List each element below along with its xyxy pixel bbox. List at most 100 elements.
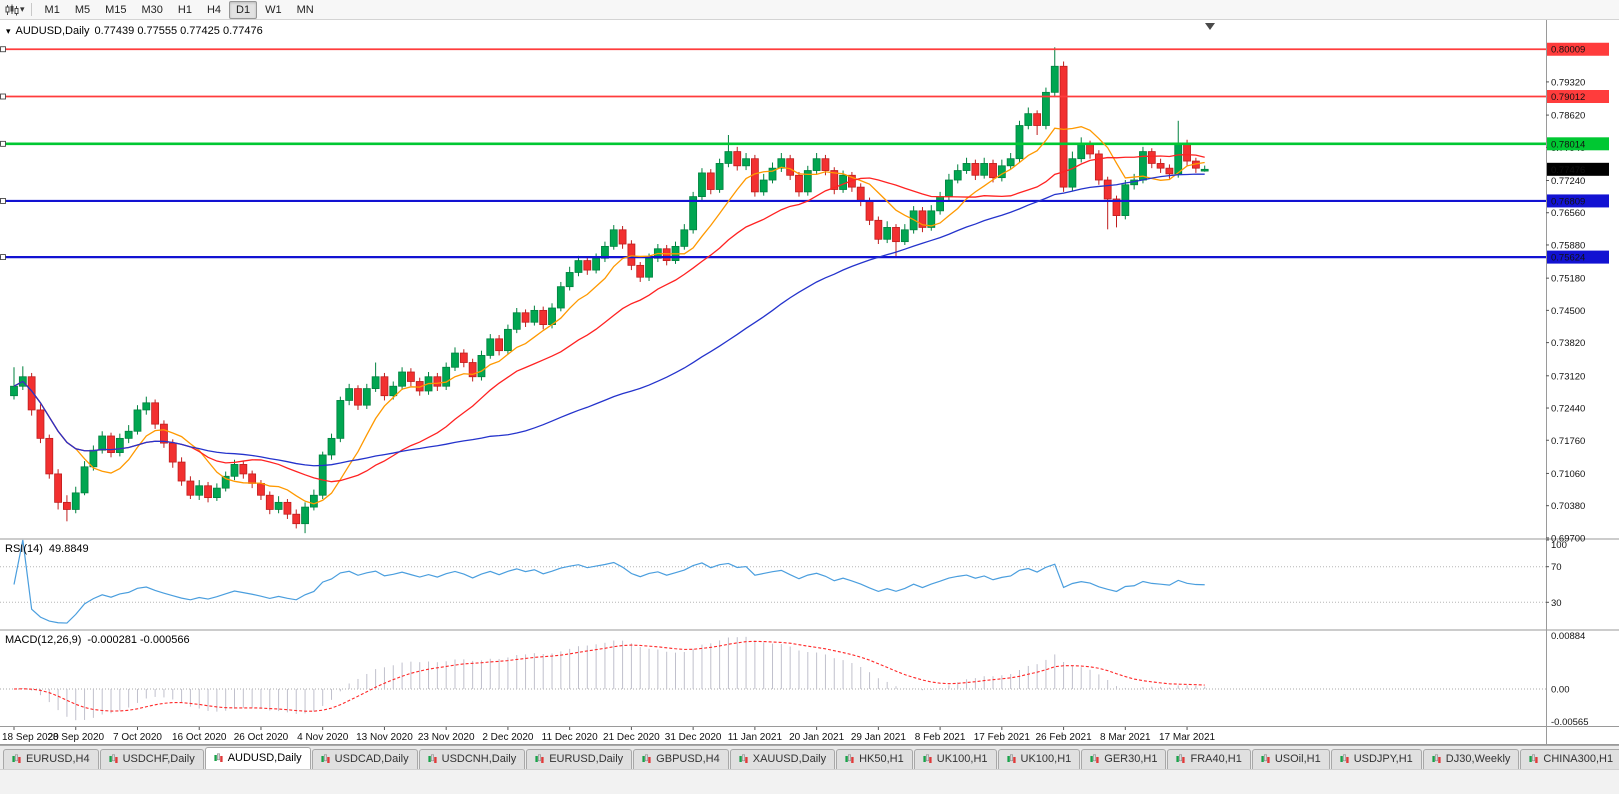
timeframe-button-mn[interactable]: MN [296,3,314,16]
candle [1139,146,1147,184]
candle [389,381,398,400]
candle [345,383,354,406]
svg-text:0.77476: 0.77476 [1551,165,1585,176]
chart-tab[interactable]: DJ30,Weekly [1422,749,1520,769]
macd-axis-label: 0.00 [1551,684,1570,695]
timeframe-button-h4[interactable]: H4 [206,3,222,16]
candlestick-chart-icon [1261,754,1270,764]
horizontal-line[interactable]: 0.79012 [0,90,1609,104]
price-axis-label: 0.72440 [1551,404,1585,415]
timeframe-button-h1[interactable]: H1 [177,3,192,16]
horizontal-line[interactable]: 0.75624 [0,250,1609,264]
candle [601,241,609,263]
candle [27,372,36,416]
candle [177,457,186,486]
candlestick-chart-icon [1090,754,1099,764]
candle [336,396,345,443]
chart-tab-label: UK100,H1 [1020,753,1072,765]
candle [724,134,733,168]
price-axis-label: 0.78620 [1551,111,1585,122]
hline-handle[interactable] [0,140,6,147]
candle [301,502,309,534]
svg-text:0.80009: 0.80009 [1551,45,1585,56]
candle [495,335,504,356]
candle [803,165,812,196]
timeframe-button-d1[interactable]: D1 [229,0,258,19]
rsi-axis-label: 70 [1551,562,1562,573]
horizontal-line[interactable]: 0.80009 [0,42,1609,56]
ma-line-medium [13,154,1205,483]
candlestick-chart-icon [535,754,544,764]
timeframe-button-m5[interactable]: M5 [74,3,91,16]
chart-type-dropdown-icon[interactable]: ▾ [20,4,25,14]
candle [486,334,495,359]
chart-tab-bar: EURUSD,H4 USDCHF,Daily AUDUSD,Daily USDCAD,… [0,745,1619,769]
price-axis-label: 0.71060 [1551,469,1585,480]
candle [248,470,257,489]
timeframe-button-m30[interactable]: M30 [141,3,163,16]
chart-type-icon[interactable] [5,4,19,16]
candlestick-chart-icon [12,754,21,764]
candle [36,404,45,444]
hline-price-tag: 0.79012 [1547,90,1609,104]
hline-handle[interactable] [0,254,6,261]
candle [812,153,821,174]
horizontal-line[interactable]: 0.76809 [0,194,1609,208]
candle [1156,158,1165,173]
candle [442,362,451,391]
price-axis-label: 0.79320 [1551,77,1585,88]
chart-tab[interactable]: EURUSD,Daily [526,749,633,769]
timeframe-button-w1[interactable]: W1 [265,3,282,16]
candle [107,432,115,458]
rsi-label: RSI(14) 49.8849 [5,543,89,555]
date-axis-label: 26 Feb 2021 [1035,732,1092,743]
toolbar-separator [30,3,32,16]
candle [186,476,195,500]
date-axis-label: 18 Sep 2020 [2,732,59,743]
candle [274,496,283,514]
candle [609,225,618,250]
chart-tab[interactable]: XAUUSD,Daily [729,749,836,769]
chart-tab[interactable]: USDCAD,Daily [311,749,418,769]
candle [406,368,415,387]
chart-tab[interactable]: USOil,H1 [1251,749,1330,769]
chart-collapse-icon[interactable]: ▾ [6,25,11,36]
chart-tab[interactable]: HK50,H1 [836,749,913,769]
hline-handle[interactable] [0,198,6,204]
chart-tab[interactable]: CHINA300,H1 [1520,749,1619,769]
horizontal-line[interactable]: 0.78014 [0,137,1609,151]
candle [80,461,89,496]
chart-tab[interactable]: GBPUSD,H4 [633,749,729,769]
chart-tab[interactable]: USDCHF,Daily [99,749,204,769]
candle [530,305,539,326]
chart-shift-icon[interactable] [1205,23,1215,30]
candle [142,396,151,415]
svg-text:0.76809: 0.76809 [1551,196,1585,207]
candle [795,171,803,197]
chart-tab[interactable]: EURUSD,H4 [3,749,99,769]
chart-tab[interactable]: UK100,H1 [913,749,997,769]
date-axis-label: 31 Dec 2020 [665,732,722,743]
ma-line-slow [13,173,1205,467]
timeframe-button-m1[interactable]: M1 [44,3,60,16]
timeframe-button-m15[interactable]: M15 [105,3,127,16]
chart-tab[interactable]: UK100,H1 [997,749,1081,769]
chart-tab[interactable]: AUDUSD,Daily [204,747,311,769]
candle [698,168,706,201]
hline-handle[interactable] [0,46,6,53]
candle [89,445,98,471]
candle [212,483,221,501]
chart-tab[interactable]: USDJPY,H1 [1330,749,1422,769]
chart-tab[interactable]: FRA40,H1 [1167,749,1251,769]
hline-price-tag: 0.78014 [1547,137,1609,151]
candle [1006,153,1015,170]
chart-tab-label: USDCNH,Daily [441,753,517,765]
chart-tab[interactable]: GER30,H1 [1081,749,1167,769]
hline-handle[interactable] [0,93,6,100]
candlestick-chart-icon [214,753,223,763]
chart-tab[interactable]: USDCNH,Daily [418,749,526,769]
candle [706,169,715,195]
date-axis-label: 26 Oct 2020 [234,732,289,743]
date-axis-label: 4 Nov 2020 [297,732,349,743]
